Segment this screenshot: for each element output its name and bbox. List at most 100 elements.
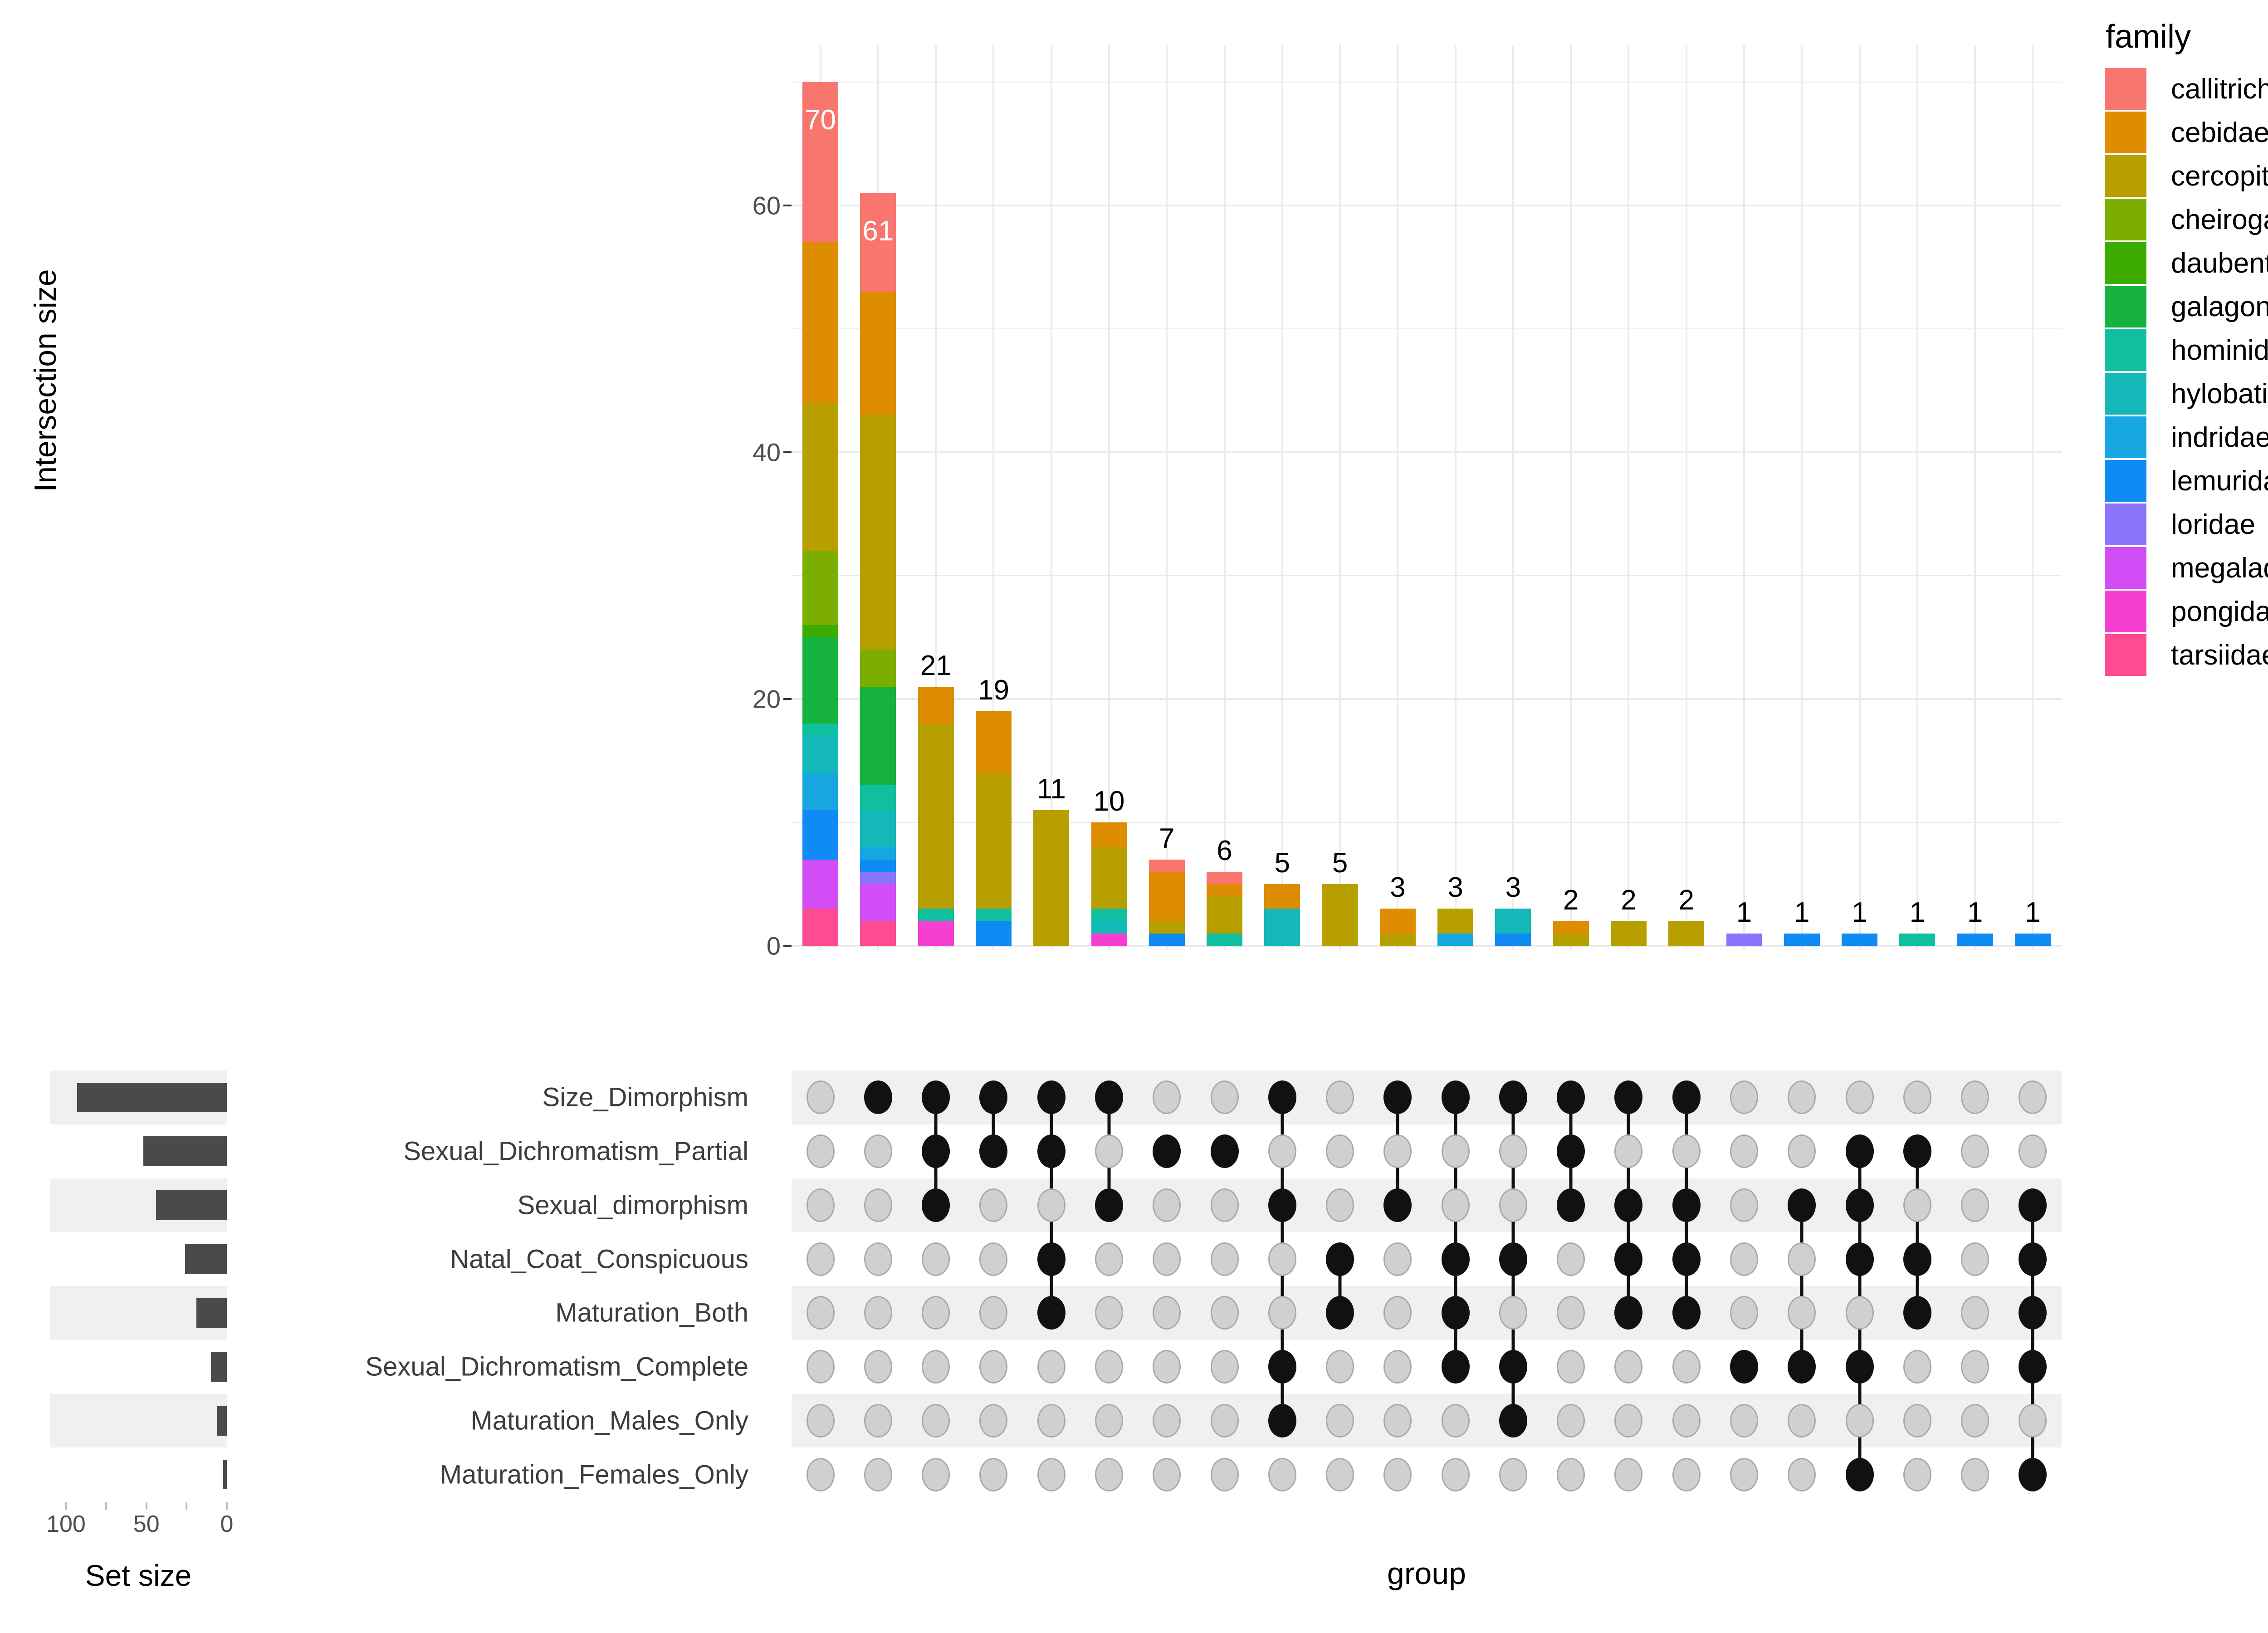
- matrix-dot-inactive[interactable]: [1557, 1403, 1585, 1437]
- matrix-dot-active[interactable]: [1326, 1296, 1354, 1330]
- matrix-dot-inactive[interactable]: [806, 1296, 835, 1330]
- matrix-dot-inactive[interactable]: [1788, 1242, 1816, 1276]
- matrix-dot-inactive[interactable]: [1210, 1242, 1239, 1276]
- matrix-dot-active[interactable]: [1903, 1134, 1931, 1169]
- intersection-bar[interactable]: [1726, 933, 1762, 946]
- intersection-bar[interactable]: [1957, 933, 1993, 946]
- matrix-dot-active[interactable]: [2019, 1296, 2047, 1330]
- matrix-dot-inactive[interactable]: [1961, 1134, 1989, 1169]
- legend-item[interactable]: hominidae: [2105, 328, 2268, 372]
- legend-item[interactable]: pongidae: [2105, 590, 2268, 633]
- set-size-bar[interactable]: [156, 1190, 227, 1220]
- matrix-dot-inactive[interactable]: [1730, 1296, 1758, 1330]
- matrix-dot-inactive[interactable]: [864, 1457, 892, 1491]
- matrix-dot-inactive[interactable]: [1153, 1081, 1181, 1115]
- matrix-dot-active[interactable]: [1557, 1081, 1585, 1115]
- matrix-dot-inactive[interactable]: [1845, 1296, 1874, 1330]
- set-size-bar[interactable]: [210, 1352, 227, 1382]
- matrix-dot-inactive[interactable]: [1095, 1242, 1123, 1276]
- matrix-dot-inactive[interactable]: [864, 1350, 892, 1384]
- matrix-dot-inactive[interactable]: [806, 1457, 835, 1491]
- matrix-dot-inactive[interactable]: [1383, 1350, 1412, 1384]
- matrix-dot-active[interactable]: [1845, 1350, 1874, 1384]
- intersection-bar[interactable]: [1379, 909, 1416, 946]
- matrix-dot-inactive[interactable]: [1268, 1296, 1296, 1330]
- matrix-dot-inactive[interactable]: [922, 1403, 950, 1437]
- matrix-dot-inactive[interactable]: [1730, 1403, 1758, 1437]
- matrix-dot-inactive[interactable]: [1614, 1350, 1643, 1384]
- matrix-dot-inactive[interactable]: [979, 1403, 1008, 1437]
- legend-item[interactable]: daubentoniidae: [2105, 241, 2268, 285]
- matrix-dot-active[interactable]: [979, 1134, 1008, 1169]
- matrix-dot-active[interactable]: [1441, 1242, 1470, 1276]
- intersection-bar[interactable]: [1091, 822, 1127, 946]
- matrix-dot-inactive[interactable]: [1037, 1350, 1066, 1384]
- matrix-dot-inactive[interactable]: [1672, 1457, 1701, 1491]
- intersection-bar[interactable]: [1207, 871, 1242, 946]
- matrix-dot-inactive[interactable]: [979, 1188, 1008, 1222]
- matrix-dot-active[interactable]: [1730, 1350, 1758, 1384]
- intersection-bar[interactable]: [860, 193, 896, 946]
- matrix-dot-inactive[interactable]: [1845, 1081, 1874, 1115]
- matrix-dot-active[interactable]: [979, 1081, 1008, 1115]
- matrix-dot-active[interactable]: [922, 1188, 950, 1222]
- matrix-dot-inactive[interactable]: [1788, 1457, 1816, 1491]
- matrix-dot-active[interactable]: [1788, 1188, 1816, 1222]
- matrix-dot-inactive[interactable]: [1326, 1457, 1354, 1491]
- matrix-dot-inactive[interactable]: [979, 1457, 1008, 1491]
- matrix-dot-inactive[interactable]: [1961, 1188, 1989, 1222]
- matrix-dot-inactive[interactable]: [1499, 1188, 1527, 1222]
- set-size-bar[interactable]: [217, 1406, 227, 1436]
- matrix-dot-inactive[interactable]: [979, 1296, 1008, 1330]
- matrix-dot-inactive[interactable]: [806, 1350, 835, 1384]
- matrix-dot-inactive[interactable]: [979, 1242, 1008, 1276]
- intersection-bar[interactable]: [1784, 933, 1820, 946]
- matrix-dot-inactive[interactable]: [1095, 1134, 1123, 1169]
- matrix-dot-active[interactable]: [2019, 1350, 2047, 1384]
- matrix-dot-inactive[interactable]: [1730, 1457, 1758, 1491]
- matrix-dot-inactive[interactable]: [1037, 1403, 1066, 1437]
- matrix-dot-inactive[interactable]: [1672, 1134, 1701, 1169]
- matrix-dot-active[interactable]: [1037, 1134, 1066, 1169]
- matrix-dot-inactive[interactable]: [1614, 1457, 1643, 1491]
- matrix-dot-active[interactable]: [1614, 1188, 1643, 1222]
- matrix-dot-active[interactable]: [1557, 1188, 1585, 1222]
- matrix-dot-inactive[interactable]: [1326, 1403, 1354, 1437]
- matrix-dot-active[interactable]: [1268, 1350, 1296, 1384]
- matrix-dot-inactive[interactable]: [1441, 1188, 1470, 1222]
- matrix-dot-inactive[interactable]: [1557, 1242, 1585, 1276]
- matrix-dot-inactive[interactable]: [2019, 1081, 2047, 1115]
- matrix-dot-inactive[interactable]: [1614, 1403, 1643, 1437]
- legend-item[interactable]: tarsiidae: [2105, 633, 2268, 677]
- intersection-bar[interactable]: [1611, 921, 1647, 946]
- matrix-dot-inactive[interactable]: [1383, 1134, 1412, 1169]
- legend-item[interactable]: callitrichidae: [2105, 67, 2268, 111]
- matrix-dot-active[interactable]: [1672, 1242, 1701, 1276]
- matrix-dot-inactive[interactable]: [806, 1134, 835, 1169]
- matrix-dot-active[interactable]: [922, 1134, 950, 1169]
- legend-item[interactable]: lemuridae: [2105, 459, 2268, 503]
- matrix-dot-inactive[interactable]: [1037, 1188, 1066, 1222]
- matrix-dot-active[interactable]: [1499, 1350, 1527, 1384]
- matrix-dot-inactive[interactable]: [1845, 1403, 1874, 1437]
- matrix-dot-active[interactable]: [1499, 1242, 1527, 1276]
- matrix-dot-inactive[interactable]: [1672, 1350, 1701, 1384]
- matrix-dot-active[interactable]: [1037, 1081, 1066, 1115]
- matrix-dot-inactive[interactable]: [1383, 1296, 1412, 1330]
- matrix-dot-active[interactable]: [922, 1081, 950, 1115]
- matrix-dot-inactive[interactable]: [1095, 1350, 1123, 1384]
- legend-item[interactable]: indridae: [2105, 416, 2268, 459]
- matrix-dot-inactive[interactable]: [1210, 1457, 1239, 1491]
- matrix-dot-active[interactable]: [1557, 1134, 1585, 1169]
- matrix-dot-inactive[interactable]: [1326, 1350, 1354, 1384]
- matrix-dot-active[interactable]: [2019, 1188, 2047, 1222]
- matrix-dot-inactive[interactable]: [979, 1350, 1008, 1384]
- matrix-dot-inactive[interactable]: [1153, 1403, 1181, 1437]
- matrix-dot-inactive[interactable]: [1788, 1296, 1816, 1330]
- matrix-dot-inactive[interactable]: [1210, 1350, 1239, 1384]
- matrix-dot-inactive[interactable]: [1499, 1457, 1527, 1491]
- intersection-bar[interactable]: [918, 686, 954, 946]
- matrix-dot-active[interactable]: [1788, 1350, 1816, 1384]
- matrix-dot-inactive[interactable]: [1095, 1296, 1123, 1330]
- matrix-dot-active[interactable]: [1095, 1188, 1123, 1222]
